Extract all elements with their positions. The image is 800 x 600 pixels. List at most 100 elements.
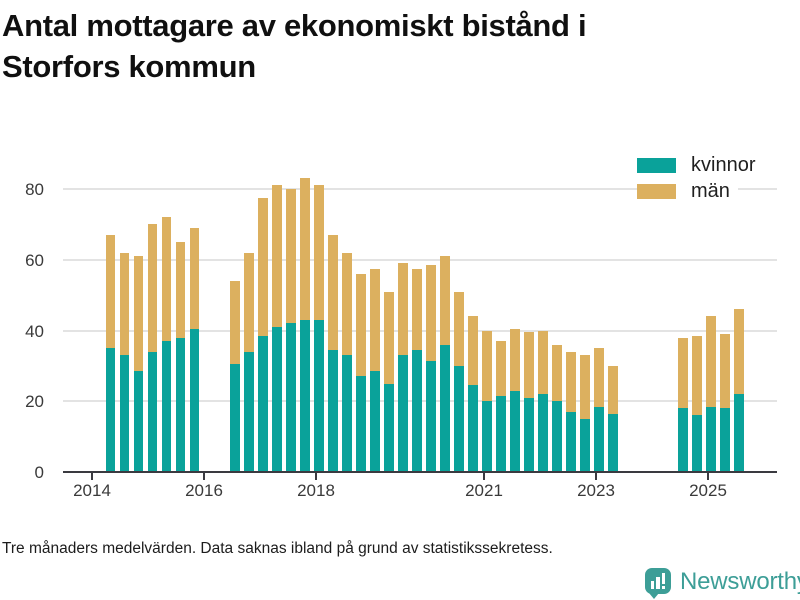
x-axis-tick (483, 473, 485, 480)
bar-segment-man (175, 242, 186, 338)
bar-segment-kvinnor (356, 376, 366, 472)
bar-segment-kvinnor (258, 335, 268, 472)
bar-segment-kvinnor (370, 371, 380, 472)
bar-segment-man (468, 316, 478, 386)
bar-segment-kvinnor (189, 328, 200, 472)
bar-segment-kvinnor (608, 413, 618, 472)
bar-segment-man (119, 252, 130, 356)
legend-swatch-man (637, 183, 676, 199)
brand-name: Newsworthy (680, 568, 800, 595)
bar-segment-kvinnor (720, 408, 730, 472)
bar-segment-man (580, 355, 590, 419)
gridline (63, 188, 777, 190)
bar-segment-man (300, 178, 310, 320)
bar-segment-man (720, 334, 730, 409)
bar-segment-man (370, 268, 380, 372)
x-axis-tick (707, 473, 709, 480)
x-axis-line (63, 470, 777, 473)
chart-title-line1: Antal mottagare av ekonomiskt bistånd i (2, 8, 587, 43)
bar-segment-man (538, 330, 548, 395)
footnote: Tre månaders medelvärden. Data saknas ib… (2, 540, 553, 557)
bar-segment-kvinnor (300, 319, 310, 472)
bar-segment-kvinnor (496, 395, 506, 472)
bar-segment-kvinnor (552, 401, 562, 472)
bar-segment-kvinnor (133, 371, 144, 472)
bar-segment-man (356, 273, 366, 377)
bar-segment-man (412, 268, 422, 350)
bar-segment-kvinnor (175, 337, 186, 472)
bar-segment-kvinnor (412, 349, 422, 472)
bar-segment-man (230, 280, 240, 365)
legend-swatch-kvinnor (637, 157, 676, 173)
bar-segment-kvinnor (454, 365, 464, 472)
gridline (63, 258, 777, 261)
bar-segment-man (133, 256, 144, 372)
bar-segment-man (734, 309, 744, 395)
bar-segment-kvinnor (594, 406, 604, 472)
bar-segment-man (510, 328, 520, 391)
bar-segment-kvinnor (398, 355, 408, 472)
bar-segment-man (552, 344, 562, 402)
bar-segment-man (426, 265, 436, 361)
bar-segment-kvinnor (524, 397, 534, 472)
y-axis-label: 20 (25, 392, 44, 412)
bar-segment-man (440, 256, 450, 345)
x-axis-label: 2023 (577, 481, 615, 500)
bar-segment-kvinnor (147, 351, 158, 472)
chart-title-line2: Storfors kommun (2, 49, 256, 84)
bar-segment-kvinnor (244, 351, 254, 472)
brand-logo: Newsworthy (645, 566, 800, 599)
bar-segment-kvinnor (692, 415, 702, 472)
bar-segment-kvinnor (342, 355, 352, 472)
bar-segment-kvinnor (706, 406, 716, 472)
x-axis-label: 2021 (465, 481, 503, 500)
bar-segment-man (678, 337, 688, 409)
x-axis-tick (203, 473, 205, 480)
bar-segment-man (314, 185, 324, 320)
bar-segment-kvinnor (314, 319, 324, 472)
x-axis-label: 2018 (297, 481, 335, 500)
bar-segment-man (524, 332, 534, 398)
newsworthy-barchart-icon (645, 566, 671, 599)
bar-segment-man (328, 234, 338, 350)
bar-segment-man (692, 335, 702, 416)
bar-segment-kvinnor (384, 383, 394, 472)
bar-segment-kvinnor (272, 326, 282, 472)
x-axis-label: 2014 (73, 481, 111, 500)
legend-label-man: män (691, 180, 730, 202)
x-axis-tick (315, 473, 317, 480)
bar-segment-man (161, 217, 172, 342)
chart-title: Antal mottagare av ekonomiskt bistånd i … (2, 5, 762, 87)
bar-segment-kvinnor (230, 364, 240, 472)
y-axis-label: 0 (34, 463, 44, 482)
bar-segment-kvinnor (426, 360, 436, 472)
y-axis-label: 80 (25, 180, 44, 199)
y-axis-label: 60 (25, 250, 44, 270)
legend-item-kvinnor: kvinnor (637, 152, 764, 178)
x-axis-label: 2025 (689, 481, 727, 500)
bar-segment-kvinnor (482, 401, 492, 472)
bar-segment-man (398, 263, 408, 356)
bar-segment-man (706, 316, 716, 407)
bar-segment-man (147, 224, 158, 352)
bar-segment-man (189, 227, 200, 329)
bar-segment-kvinnor (440, 344, 450, 472)
bar-segment-kvinnor (678, 408, 688, 472)
y-axis-label: 40 (25, 321, 44, 341)
bar-segment-kvinnor (161, 341, 172, 472)
bar-segment-man (384, 291, 394, 384)
bar-segment-kvinnor (119, 355, 130, 472)
x-axis-tick (595, 473, 597, 480)
bar-segment-kvinnor (566, 411, 576, 472)
bar-segment-man (566, 351, 576, 412)
bar-segment-man (454, 291, 464, 366)
bar-segment-man (496, 341, 506, 396)
bar-segment-man (482, 330, 492, 402)
bar-segment-man (244, 252, 254, 352)
x-axis-label: 2016 (185, 481, 223, 500)
bar-segment-kvinnor (580, 418, 590, 472)
bar-segment-man (105, 234, 116, 349)
bar-segment-man (594, 348, 604, 407)
